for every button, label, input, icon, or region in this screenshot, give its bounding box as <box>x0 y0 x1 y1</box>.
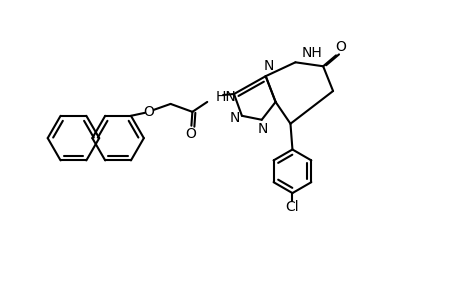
Text: NH: NH <box>301 46 321 60</box>
Text: HN: HN <box>215 90 235 104</box>
Text: O: O <box>335 40 346 54</box>
Text: N: N <box>263 59 273 73</box>
Text: N: N <box>257 122 267 136</box>
Text: O: O <box>185 127 196 141</box>
Text: N: N <box>230 111 240 125</box>
Text: Cl: Cl <box>285 200 299 214</box>
Text: O: O <box>143 105 154 119</box>
